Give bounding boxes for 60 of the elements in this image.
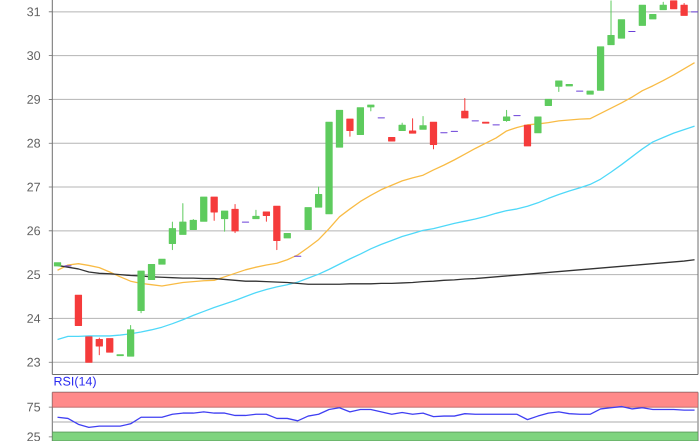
y-tick-label: 24 bbox=[27, 314, 40, 323]
y-tick-label: 29 bbox=[27, 94, 40, 104]
candlestick bbox=[680, 3, 688, 16]
candlestick bbox=[200, 196, 208, 222]
candlestick bbox=[106, 338, 114, 353]
candlestick bbox=[85, 336, 92, 363]
y-tick-label: 26 bbox=[27, 226, 40, 236]
candlestick bbox=[461, 98, 468, 118]
candlestick bbox=[74, 294, 82, 326]
candlestick bbox=[252, 210, 260, 220]
candlestick bbox=[607, 0, 615, 46]
candlestick bbox=[524, 124, 532, 146]
candlestick bbox=[220, 210, 228, 232]
candlestick bbox=[638, 4, 646, 26]
candlestick bbox=[304, 207, 312, 230]
candlestick bbox=[346, 118, 354, 137]
candlestick bbox=[314, 186, 322, 208]
line-series bbox=[56, 62, 696, 287]
candlestick bbox=[419, 116, 427, 130]
y-tick-label: 31 bbox=[27, 7, 40, 16]
candlestick bbox=[408, 118, 416, 134]
candlestick bbox=[179, 203, 186, 235]
candlestick bbox=[534, 116, 542, 134]
candlestick bbox=[168, 222, 176, 250]
candlestick bbox=[190, 218, 197, 230]
candlestick bbox=[388, 137, 396, 142]
candlestick bbox=[262, 211, 270, 222]
candlestick bbox=[367, 104, 374, 112]
candlestick bbox=[325, 122, 333, 214]
y-tick-label: 25 bbox=[27, 270, 40, 280]
candlestick bbox=[158, 258, 166, 265]
candlestick bbox=[544, 98, 552, 106]
candlestick bbox=[430, 122, 438, 150]
candlestick bbox=[210, 196, 218, 221]
candlestick bbox=[502, 110, 510, 122]
candlestick bbox=[649, 14, 656, 20]
candlestick bbox=[231, 204, 239, 234]
chart-title: RSI(14) bbox=[54, 376, 96, 388]
y-tick-label: 25 bbox=[27, 432, 40, 441]
candlestick bbox=[356, 107, 364, 135]
candlestick bbox=[126, 324, 134, 357]
y-tick-label: 30 bbox=[27, 51, 40, 60]
candlestick bbox=[273, 206, 280, 250]
candlestick bbox=[660, 2, 667, 10]
candlestick bbox=[555, 80, 562, 92]
candlestick bbox=[398, 122, 406, 132]
candlestick bbox=[586, 90, 594, 95]
candlestick bbox=[336, 110, 344, 148]
candlestick bbox=[618, 19, 626, 39]
candlestick bbox=[137, 270, 145, 314]
candlestick bbox=[54, 262, 62, 266]
y-tick-label: 23 bbox=[27, 358, 40, 367]
y-tick-label: 27 bbox=[27, 182, 40, 192]
candlestick bbox=[96, 338, 103, 356]
y-tick-label: 75 bbox=[27, 402, 40, 412]
candlestick bbox=[670, 0, 678, 10]
y-tick-label: 28 bbox=[27, 138, 40, 148]
candlestick bbox=[148, 264, 156, 280]
candlestick bbox=[284, 232, 291, 238]
candlestick bbox=[596, 46, 604, 91]
